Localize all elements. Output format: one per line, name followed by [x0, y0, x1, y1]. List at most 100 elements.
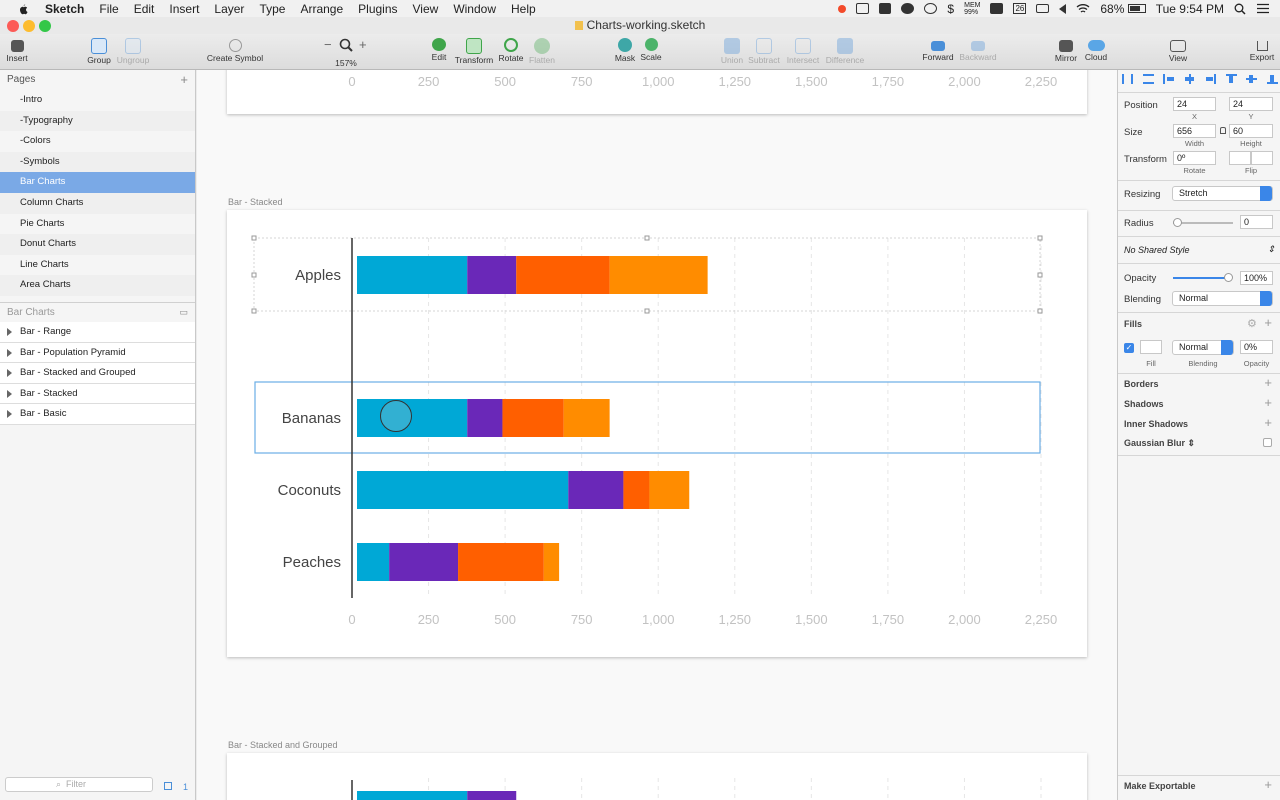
layer-bar-stacked-and-grouped[interactable]: Bar - Stacked and Grouped	[0, 363, 195, 384]
menu-file[interactable]: File	[99, 1, 119, 16]
align-middle-icon[interactable]	[1246, 74, 1258, 84]
menu-type[interactable]: Type	[259, 1, 286, 16]
clock[interactable]: Tue 9:54 PM	[1155, 1, 1224, 16]
align-center-icon[interactable]	[1184, 74, 1196, 84]
opacity-field[interactable]: 100%	[1240, 271, 1273, 285]
volume-icon[interactable]	[1059, 3, 1067, 14]
artboard-bar-stacked[interactable]: 0 250 500 750 1,000 1,250 1,500 1,750 2,000 2,250…	[227, 210, 1087, 657]
forward-button[interactable]: Forward	[908, 34, 968, 70]
menu-arrange[interactable]: Arrange	[300, 1, 344, 16]
blending-dropdown[interactable]: Normal	[1172, 291, 1273, 306]
intersect-button[interactable]: Intersect	[773, 34, 833, 70]
inner-shadows-header[interactable]: Inner Shadows	[1124, 419, 1189, 429]
transform-button[interactable]: Transform	[444, 34, 504, 70]
flip-horizontal-button[interactable]	[1229, 151, 1251, 165]
notification-center-icon[interactable]	[1256, 3, 1270, 14]
fill-color-swatch[interactable]	[1140, 340, 1162, 354]
page-intro[interactable]: -Intro	[20, 94, 43, 105]
add-fill-icon[interactable]: +	[1264, 315, 1272, 330]
menu-view[interactable]: View	[412, 1, 439, 16]
menu-layer[interactable]: Layer	[214, 1, 245, 16]
vpn-icon[interactable]	[924, 3, 938, 14]
gaussian-blur-header[interactable]: Gaussian Blur ⇕	[1124, 438, 1195, 449]
position-x-field[interactable]: 24	[1173, 97, 1216, 111]
opacity-slider-knob[interactable]	[1224, 273, 1233, 282]
disclosure-triangle-icon[interactable]	[7, 389, 12, 398]
add-inner-shadow-icon[interactable]: +	[1264, 415, 1272, 430]
page-typography[interactable]: -Typography	[0, 110, 195, 132]
apple-icon[interactable]	[15, 3, 31, 15]
layer-bar-range[interactable]: Bar - Range	[0, 321, 195, 343]
make-exportable-header[interactable]: Make Exportable	[1124, 781, 1196, 791]
filter-options-icon[interactable]	[164, 782, 172, 790]
dollar-icon[interactable]: $	[947, 1, 955, 16]
disclosure-triangle-icon[interactable]	[7, 348, 12, 357]
page-colors[interactable]: -Colors	[20, 135, 51, 147]
battery-indicator[interactable]: 68%	[1100, 2, 1146, 16]
page-line-charts[interactable]: Line Charts	[20, 258, 69, 270]
page-pie-charts[interactable]: Pie Charts	[20, 217, 65, 229]
zoom-out-button[interactable]: −	[324, 37, 332, 52]
scale-button[interactable]: Scale	[621, 34, 681, 70]
lock-ratio-icon[interactable]	[1220, 127, 1226, 134]
filter-input[interactable]: ⌕ Filter	[5, 777, 153, 792]
view-button[interactable]: View	[1148, 34, 1208, 70]
opacity-slider[interactable]	[1173, 277, 1230, 279]
cloud-button[interactable]: Cloud	[1066, 34, 1126, 70]
menu-edit[interactable]: Edit	[133, 1, 155, 16]
height-field[interactable]: 60	[1229, 124, 1273, 138]
distribute-vertical-icon[interactable]	[1142, 74, 1154, 84]
page-column-charts[interactable]: Column Charts	[0, 192, 195, 214]
blur-enabled-checkbox[interactable]	[1263, 438, 1272, 447]
create-symbol-button[interactable]: Create Symbol	[205, 34, 265, 70]
airplay-icon[interactable]	[1036, 4, 1050, 13]
canvas[interactable]: 0 250 500 750 1,000 1,250 1,500 1,750 2,000 2,250…	[197, 70, 1117, 800]
shared-style-dropdown[interactable]: No Shared Style ⇕	[1124, 244, 1275, 255]
page-symbols[interactable]: -Symbols	[0, 151, 195, 173]
creative-cloud-icon[interactable]	[901, 3, 915, 14]
flatten-button[interactable]: Flatten	[512, 34, 572, 70]
artboard-bar-range[interactable]: 0 250 500 750 1,000 1,250 1,500 1,750 2,000 2,250	[227, 70, 1087, 114]
add-border-icon[interactable]: +	[1264, 375, 1272, 390]
fill-opacity-field[interactable]: 0%	[1240, 340, 1273, 354]
fill-blending-dropdown[interactable]: Normal	[1172, 340, 1234, 355]
flip-vertical-button[interactable]	[1251, 151, 1273, 165]
dropbox-icon[interactable]	[879, 3, 892, 14]
radius-slider-knob[interactable]	[1173, 218, 1182, 227]
shadows-header[interactable]: Shadows	[1124, 399, 1164, 409]
minimize-window-button[interactable]	[23, 20, 35, 32]
align-bottom-icon[interactable]	[1266, 74, 1278, 84]
zoom-in-button[interactable]: +	[359, 37, 367, 52]
page-bar-charts[interactable]: Bar Charts	[0, 172, 195, 193]
align-right-icon[interactable]	[1204, 74, 1216, 84]
position-y-field[interactable]: 24	[1229, 97, 1273, 111]
disclosure-triangle-icon[interactable]	[7, 410, 12, 419]
insert-button[interactable]: Insert	[0, 34, 47, 70]
fills-settings-icon[interactable]: ⚙	[1247, 318, 1257, 330]
difference-button[interactable]: Difference	[815, 34, 875, 70]
add-shadow-icon[interactable]: +	[1264, 395, 1272, 410]
align-left-icon[interactable]	[1163, 74, 1175, 84]
disclosure-triangle-icon[interactable]	[7, 327, 12, 336]
menu-plugins[interactable]: Plugins	[358, 1, 398, 16]
memory-indicator[interactable]: MEM 99%	[964, 1, 981, 16]
mirror-button[interactable]: Mirror	[1036, 34, 1096, 70]
union-button[interactable]: Union	[702, 34, 762, 70]
borders-header[interactable]: Borders	[1124, 379, 1159, 389]
evernote-icon[interactable]	[990, 3, 1004, 14]
cast-icon[interactable]	[856, 3, 870, 14]
fill-enabled-checkbox[interactable]: ✓	[1124, 343, 1134, 353]
width-field[interactable]: 656	[1173, 124, 1216, 138]
collapse-icon[interactable]: ▭	[179, 306, 188, 317]
mask-button[interactable]: Mask	[595, 34, 655, 70]
rotate-field[interactable]: 0º	[1173, 151, 1216, 165]
record-icon[interactable]	[838, 4, 847, 13]
radius-slider[interactable]	[1173, 222, 1233, 224]
ungroup-button[interactable]: Ungroup	[103, 34, 163, 70]
calendar-icon[interactable]: 26	[1013, 3, 1027, 14]
menu-insert[interactable]: Insert	[169, 1, 200, 16]
artboard-label-stacked[interactable]: Bar - Stacked	[228, 197, 283, 207]
spotlight-icon[interactable]	[1234, 3, 1246, 15]
page-area-charts[interactable]: Area Charts	[0, 275, 195, 296]
layer-bar-population-pyramid[interactable]: Bar - Population Pyramid	[0, 342, 195, 364]
